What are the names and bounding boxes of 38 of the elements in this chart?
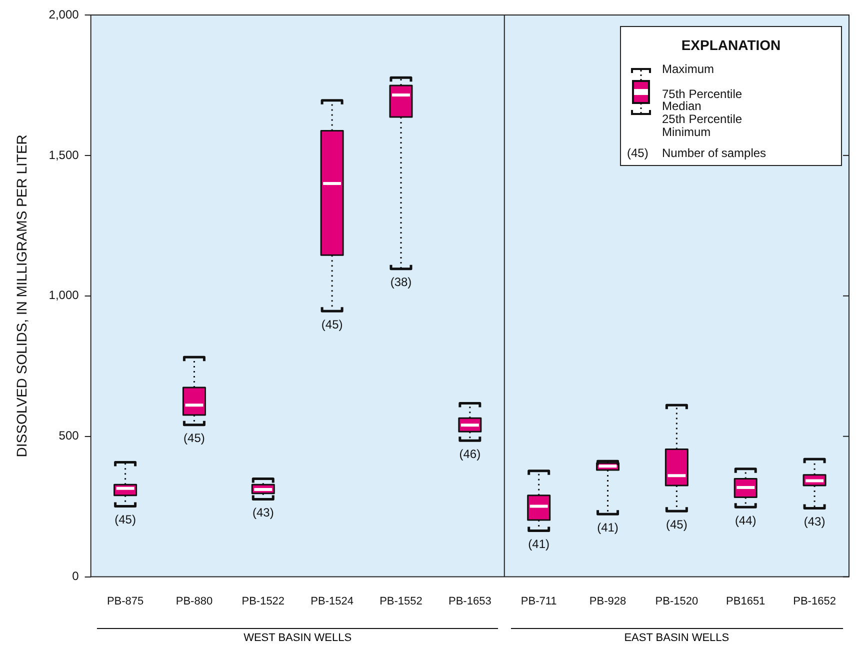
annotation: (45)	[184, 431, 205, 446]
annotation: (45)	[114, 512, 136, 527]
annotation: (38)	[390, 275, 412, 290]
legend-title: EXPLANATION	[680, 37, 782, 53]
x-tick-label: PB-1522	[242, 595, 285, 608]
x-tick-label: PB-1520	[655, 595, 698, 608]
text: WEST BASIN WELLS	[97, 628, 498, 644]
annotation: (45)	[627, 146, 648, 160]
x-tick-label: PB-880	[176, 595, 213, 608]
y-tick-label: 2,000	[48, 7, 80, 22]
x-tick-label: PB-711	[520, 595, 557, 608]
annotation: (46)	[459, 446, 481, 461]
x-tick-label: PB-875	[106, 595, 144, 608]
annotation: 25th Percentile	[662, 112, 742, 126]
annotation: (45)	[321, 317, 343, 332]
annotation: (43)	[252, 506, 274, 520]
x-tick-label: PB-928	[589, 595, 626, 608]
y-tick-label: 0	[72, 569, 80, 584]
x-tick-label: PB1651	[726, 595, 766, 608]
x-tick-label: PB-1524	[310, 595, 354, 608]
annotation: Maximum	[662, 62, 714, 76]
text: EAST BASIN WELLS	[510, 628, 843, 644]
annotation: Median	[662, 99, 702, 113]
annotation: (43)	[804, 514, 826, 529]
annotation: Number of samples	[662, 146, 766, 160]
x-tick-label: PB-1653	[448, 595, 492, 608]
x-tick-label: PB-1552	[380, 595, 422, 608]
annotation: (41)	[528, 537, 550, 552]
y-tick-label: 500	[58, 428, 80, 443]
annotation: 75th Percentile	[662, 87, 742, 101]
annotation: Minimum	[662, 125, 711, 139]
y-tick-label: 1,500	[48, 148, 80, 162]
x-tick-label: PB-1652	[793, 595, 836, 608]
y-axis-title: DISSOLVED SOLIDS, IN MILLIGRAMS PER LITER	[13, 134, 30, 458]
annotation: (44)	[734, 513, 756, 528]
annotation: (41)	[597, 520, 618, 534]
y-tick-label: 1,000	[48, 288, 80, 302]
annotation: (45)	[666, 517, 688, 532]
